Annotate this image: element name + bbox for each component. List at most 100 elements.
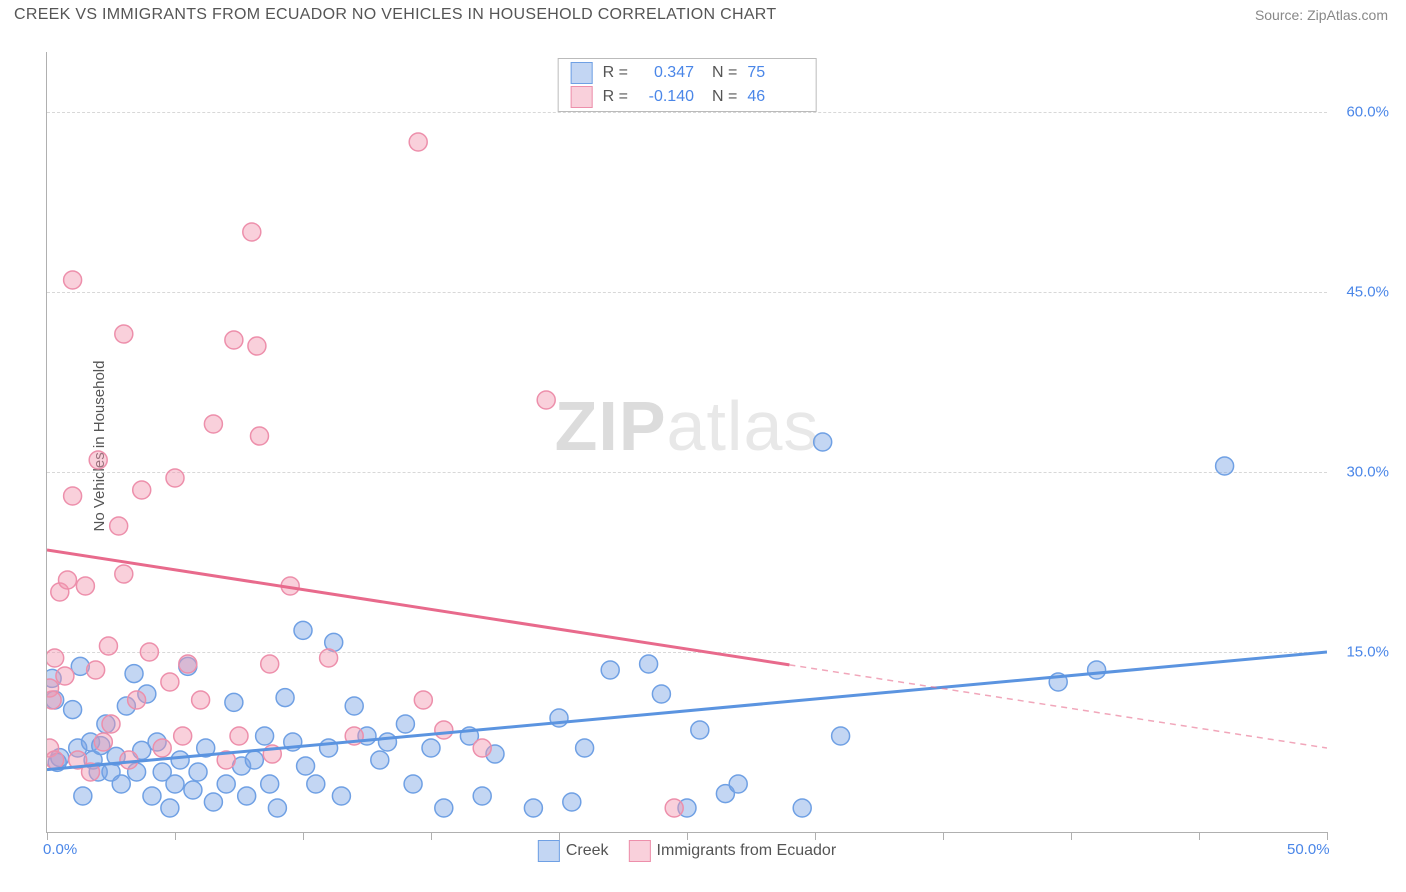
scatter-point-creek [171,751,189,769]
scatter-point-creek [404,775,422,793]
x-tick [175,832,176,840]
r-value-ecuador: -0.140 [638,88,694,106]
source-name: ZipAtlas.com [1307,7,1388,23]
n-value-ecuador: 46 [747,88,803,106]
r-label: R = [603,88,628,106]
scatter-point-creek [189,763,207,781]
legend-series: Creek Immigrants from Ecuador [538,840,836,862]
scatter-point-creek [112,775,130,793]
scatter-point-creek [814,433,832,451]
scatter-point-creek [832,727,850,745]
scatter-point-ecuador [133,481,151,499]
chart-title: CREEK VS IMMIGRANTS FROM ECUADOR NO VEHI… [14,6,776,24]
x-tick [1327,832,1328,840]
scatter-point-creek [652,685,670,703]
scatter-point-creek [294,621,312,639]
scatter-point-ecuador [204,415,222,433]
trendline-ecuador [47,550,789,665]
legend-stats-row-ecuador: R = -0.140 N = 46 [569,85,806,109]
scatter-point-ecuador [261,655,279,673]
scatter-point-creek [166,775,184,793]
scatter-point-creek [74,787,92,805]
scatter-point-creek [435,799,453,817]
scatter-point-creek [378,733,396,751]
scatter-point-ecuador [76,577,94,595]
scatter-point-ecuador [110,517,128,535]
scatter-point-ecuador [161,673,179,691]
y-tick-label: 30.0% [1346,464,1389,481]
scatter-point-creek [125,665,143,683]
scatter-point-ecuador [115,565,133,583]
scatter-point-creek [217,775,235,793]
legend-stats: R = 0.347 N = 75 R = -0.140 N = 46 [558,58,817,112]
scatter-point-creek [1088,661,1106,679]
scatter-point-creek [64,701,82,719]
n-value-creek: 75 [747,64,803,82]
n-label: N = [712,88,737,106]
x-tick [687,832,688,840]
scatter-point-creek [345,697,363,715]
scatter-point-ecuador [243,223,261,241]
scatter-point-creek [297,757,315,775]
scatter-point-creek [238,787,256,805]
source-label: Source: [1255,7,1307,23]
scatter-point-ecuador [320,649,338,667]
swatch-creek [571,62,593,84]
scatter-point-creek [204,793,222,811]
scatter-point-ecuador [47,649,64,667]
chart-header: CREEK VS IMMIGRANTS FROM ECUADOR NO VEHI… [0,0,1406,28]
y-tick-label: 45.0% [1346,284,1389,301]
scatter-point-ecuador [87,661,105,679]
scatter-point-ecuador [409,133,427,151]
legend-label-creek: Creek [566,842,609,860]
x-tick [1071,832,1072,840]
scatter-point-ecuador [128,691,146,709]
scatter-point-ecuador [414,691,432,709]
x-tick [431,832,432,840]
scatter-point-ecuador [230,727,248,745]
scatter-point-creek [601,661,619,679]
scatter-point-creek [1216,457,1234,475]
scatter-point-ecuador [435,721,453,739]
trendline-creek [47,652,1327,770]
scatter-point-creek [793,799,811,817]
scatter-point-ecuador [537,391,555,409]
scatter-point-creek [256,727,274,745]
scatter-point-ecuador [225,331,243,349]
x-tick [1199,832,1200,840]
plot-svg [47,52,1327,832]
scatter-point-creek [524,799,542,817]
scatter-point-creek [261,775,279,793]
scatter-point-ecuador [58,571,76,589]
x-tick-label: 0.0% [43,841,77,858]
scatter-point-ecuador [99,637,117,655]
scatter-point-ecuador [47,691,61,709]
scatter-point-creek [396,715,414,733]
scatter-point-creek [161,799,179,817]
scatter-point-ecuador [250,427,268,445]
scatter-point-creek [332,787,350,805]
scatter-point-creek [691,721,709,739]
scatter-point-creek [276,689,294,707]
legend-stats-row-creek: R = 0.347 N = 75 [569,61,806,85]
scatter-point-ecuador [248,337,266,355]
swatch-ecuador [629,840,651,862]
scatter-point-ecuador [473,739,491,757]
x-tick [559,832,560,840]
x-tick [303,832,304,840]
swatch-creek [538,840,560,862]
scatter-point-creek [268,799,286,817]
legend-label-ecuador: Immigrants from Ecuador [657,842,837,860]
scatter-point-ecuador [174,727,192,745]
scatter-point-creek [640,655,658,673]
scatter-point-ecuador [192,691,210,709]
plot-area: ZIPatlas R = 0.347 N = 75 R = -0.140 N =… [46,52,1327,833]
x-tick [47,832,48,840]
scatter-point-creek [371,751,389,769]
scatter-point-ecuador [64,271,82,289]
r-value-creek: 0.347 [638,64,694,82]
scatter-point-creek [576,739,594,757]
y-tick-label: 15.0% [1346,644,1389,661]
scatter-point-ecuador [153,739,171,757]
scatter-point-creek [307,775,325,793]
